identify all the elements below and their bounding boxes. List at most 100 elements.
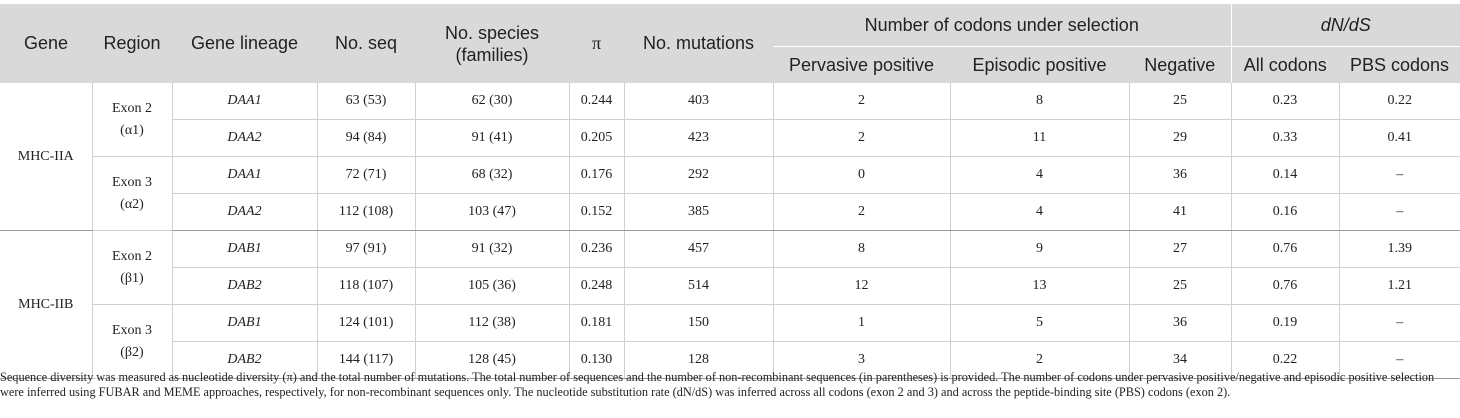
header-pi: π: [569, 4, 624, 83]
header-episodic-positive: Episodic positive: [950, 46, 1129, 83]
cell-pervasive-positive: 12: [773, 267, 951, 305]
cell-negative: 34: [1129, 341, 1232, 379]
cell-pervasive-positive: 8: [773, 230, 951, 268]
table-row: Exon 3 (α2) DAA1 72 (71) 68 (32) 0.176 292 0 4 36…: [0, 156, 1460, 231]
cell-pi: 0.205: [569, 119, 625, 157]
cell-no-seq: 112 (108): [317, 193, 416, 231]
cell-no-seq: 94 (84): [317, 119, 416, 157]
cell-pervasive-positive: 2: [773, 119, 951, 157]
header-gene: Gene: [0, 4, 92, 83]
cell-pi: 0.236: [569, 230, 625, 268]
cell-no-species: 128 (45): [415, 341, 570, 379]
header-gene-lineage: Gene lineage: [172, 4, 317, 83]
cell-no-mutations: 150: [624, 304, 774, 342]
header-all-codons: All codons: [1231, 46, 1340, 83]
cell-pi: 0.152: [569, 193, 625, 231]
cell-no-mutations: 423: [624, 119, 774, 157]
cell-pi: 0.130: [569, 341, 625, 379]
header-pervasive-positive: Pervasive positive: [773, 46, 950, 83]
table-row: DAA2 94 (84) 91 (41) 0.205 423 2 11 29 0.33 0.41: [0, 119, 1460, 157]
cell-dnds-all-codons: 0.33: [1231, 119, 1340, 157]
cell-no-species: 62 (30): [415, 83, 570, 120]
header-codons-group: Number of codons under selection: [773, 4, 1232, 47]
cell-negative: 25: [1129, 267, 1232, 305]
cell-gene-lineage: DAB1: [172, 230, 318, 268]
cell-region: Exon 2 (β1): [92, 230, 173, 305]
cell-no-seq: 124 (101): [317, 304, 416, 342]
cell-gene: MHC-IIA: [0, 83, 93, 231]
cell-no-species: 105 (36): [415, 267, 570, 305]
cell-pi: 0.248: [569, 267, 625, 305]
cell-no-species: 91 (32): [415, 230, 570, 268]
cell-pervasive-positive: 3: [773, 341, 951, 379]
cell-dnds-all-codons: 0.16: [1231, 193, 1340, 231]
cell-gene-lineage: DAB2: [172, 267, 318, 305]
table-row: DAB2 118 (107) 105 (36) 0.248 514 12 13 25 0.76 1…: [0, 267, 1460, 305]
cell-gene: MHC-IIB: [0, 230, 93, 379]
header-no-mutations: No. mutations: [624, 4, 773, 83]
cell-episodic-positive: 4: [950, 193, 1130, 231]
header-no-seq: No. seq: [317, 4, 415, 83]
cell-no-species: 91 (41): [415, 119, 570, 157]
cell-pervasive-positive: 1: [773, 304, 951, 342]
table-row: MHC-IIA Exon 2 (α1) DAA1 63 (53) 62 (30) 0.244…: [0, 83, 1460, 231]
cell-dnds-all-codons: 0.19: [1231, 304, 1340, 342]
cell-episodic-positive: 13: [950, 267, 1130, 305]
cell-no-species: 103 (47): [415, 193, 570, 231]
cell-no-species: 112 (38): [415, 304, 570, 342]
cell-gene-lineage: DAB1: [172, 304, 318, 342]
cell-no-mutations: 514: [624, 267, 774, 305]
header-negative: Negative: [1129, 46, 1232, 83]
cell-negative: 41: [1129, 193, 1232, 231]
table-row: Exon 3 (β2) DAB1 124 (101) 112 (38) 0.181 150 1…: [0, 304, 1460, 379]
cell-region: Exon 2 (α1): [92, 83, 173, 157]
cell-negative: 29: [1129, 119, 1232, 157]
cell-episodic-positive: 8: [950, 83, 1130, 120]
cell-dnds-pbs-codons: 0.41: [1339, 119, 1460, 157]
cell-pervasive-positive: 2: [773, 83, 951, 120]
cell-gene-lineage: DAA2: [172, 119, 318, 157]
cell-region: Exon 3 (α2): [92, 156, 173, 231]
cell-dnds-all-codons: 0.76: [1231, 267, 1340, 305]
cell-gene-lineage: DAA1: [172, 83, 318, 120]
cell-dnds-all-codons: 0.22: [1231, 341, 1340, 379]
table-body: MHC-IIA Exon 2 (α1) DAA1 63 (53) 62 (30) 0.244…: [0, 83, 1460, 379]
cell-dnds-all-codons: 0.23: [1231, 83, 1340, 120]
cell-gene-lineage: DAA1: [172, 156, 318, 194]
table-row: DAB2 144 (117) 128 (45) 0.130 128 3 2 34 0.22–: [0, 341, 1460, 379]
cell-no-seq: 97 (91): [317, 230, 416, 268]
cell-negative: 27: [1129, 230, 1232, 268]
cell-no-species: 68 (32): [415, 156, 570, 194]
cell-episodic-positive: 11: [950, 119, 1130, 157]
cell-dnds-pbs-codons: –: [1339, 304, 1460, 342]
cell-dnds-pbs-codons: 1.21: [1339, 267, 1460, 305]
cell-dnds-all-codons: 0.76: [1231, 230, 1340, 268]
cell-region: Exon 3 (β2): [92, 304, 173, 379]
cell-episodic-positive: 2: [950, 341, 1130, 379]
cell-no-seq: 72 (71): [317, 156, 416, 194]
table-row: MHC-IIB Exon 2 (β1) DAB1 97 (91) 91 (32) 0.236…: [0, 230, 1460, 379]
table-footnote: Sequence diversity was measured as nucle…: [0, 370, 1435, 399]
table-row: DAA2 112 (108) 103 (47) 0.152 385 2 4 41 0.16–: [0, 193, 1460, 231]
cell-no-mutations: 385: [624, 193, 774, 231]
cell-dnds-pbs-codons: 0.22: [1339, 83, 1460, 120]
cell-pervasive-positive: 0: [773, 156, 951, 194]
cell-no-mutations: 292: [624, 156, 774, 194]
cell-negative: 36: [1129, 156, 1232, 194]
header-no-species: No. species (families): [415, 4, 569, 83]
header-dnds-group: dN/dS: [1231, 4, 1460, 47]
cell-no-seq: 144 (117): [317, 341, 416, 379]
cell-episodic-positive: 4: [950, 156, 1130, 194]
cell-dnds-pbs-codons: 1.39: [1339, 230, 1460, 268]
cell-no-mutations: 403: [624, 83, 774, 120]
cell-gene-lineage: DAB2: [172, 341, 318, 379]
cell-pervasive-positive: 2: [773, 193, 951, 231]
selection-table: Gene Region Gene lineage No. seq No. spe…: [0, 4, 1460, 379]
cell-no-seq: 118 (107): [317, 267, 416, 305]
cell-dnds-pbs-codons: –: [1339, 193, 1460, 231]
header-region: Region: [92, 4, 172, 83]
cell-no-seq: 63 (53): [317, 83, 416, 120]
cell-pi: 0.181: [569, 304, 625, 342]
cell-pi: 0.176: [569, 156, 625, 194]
